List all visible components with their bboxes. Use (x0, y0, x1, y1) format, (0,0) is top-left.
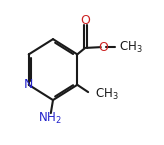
Text: NH$_2$: NH$_2$ (38, 111, 62, 126)
Text: O: O (98, 41, 108, 54)
Text: O: O (80, 14, 90, 27)
Text: CH$_3$: CH$_3$ (119, 40, 143, 55)
Text: CH$_3$: CH$_3$ (95, 87, 119, 102)
Text: N: N (24, 78, 33, 91)
